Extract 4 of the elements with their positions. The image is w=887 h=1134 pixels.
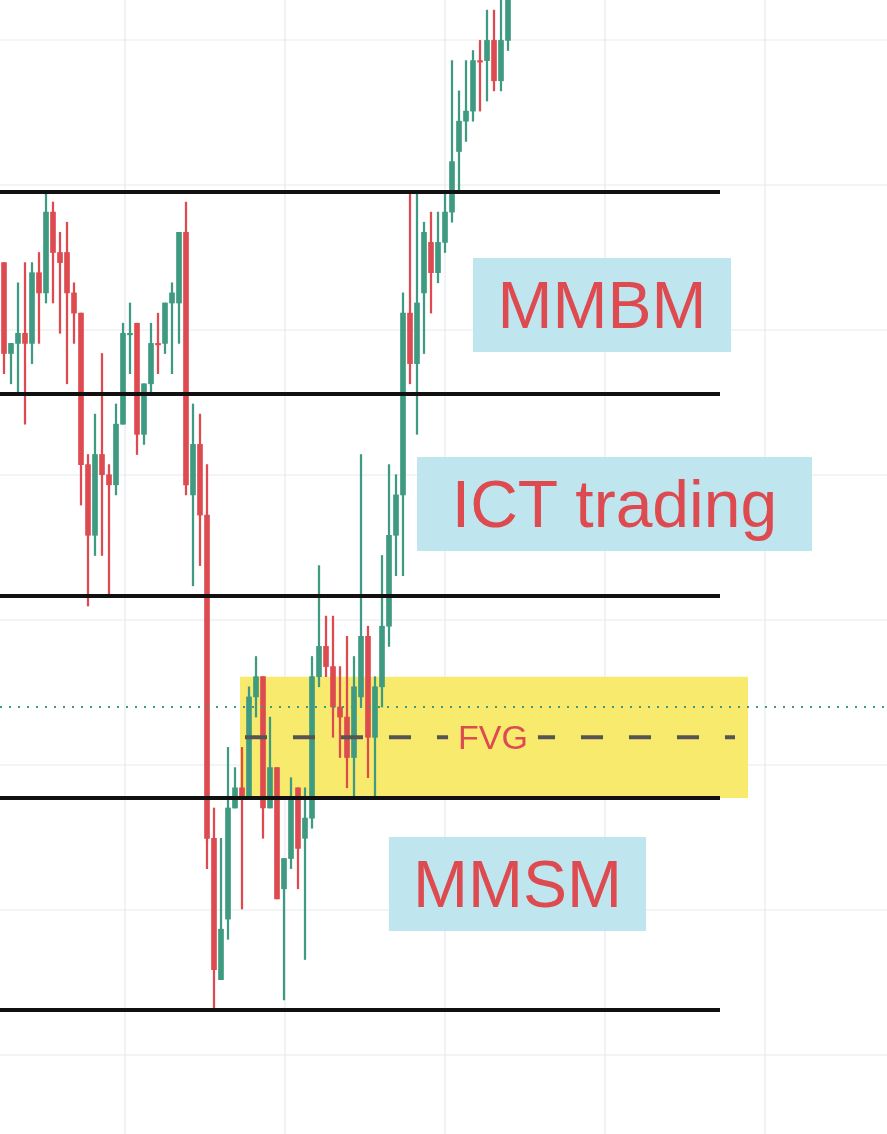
band-label: FVG [458, 717, 528, 756]
annotation: MMSM [389, 837, 646, 931]
annotation: ICT trading [417, 457, 812, 551]
annotation: MMBM [473, 258, 731, 352]
